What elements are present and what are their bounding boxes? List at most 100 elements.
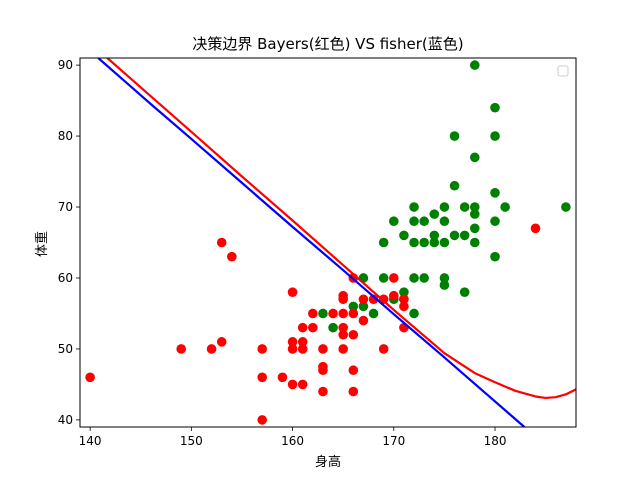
data-point-1-27 <box>338 322 348 333</box>
data-point-1-24 <box>328 308 338 319</box>
data-point-0-21 <box>429 237 440 248</box>
data-point-1-15 <box>297 344 308 354</box>
data-point-1-13 <box>287 287 298 297</box>
data-point-1-25 <box>338 344 348 354</box>
data-point-1-5 <box>227 251 237 262</box>
data-point-1-10 <box>287 379 298 390</box>
data-point-0-20 <box>419 216 429 227</box>
data-point-1-9 <box>277 372 288 383</box>
data-point-1-7 <box>257 372 268 383</box>
data-point-1-3 <box>216 337 227 347</box>
data-point-0-29 <box>449 230 460 241</box>
data-point-0-16 <box>409 216 419 227</box>
data-point-0-34 <box>459 202 470 212</box>
data-point-1-2 <box>206 344 217 354</box>
data-point-1-30 <box>338 290 348 301</box>
boundary-lines <box>97 58 576 427</box>
data-point-0-32 <box>459 287 470 297</box>
data-point-0-31 <box>449 131 460 141</box>
x-tick-label-0: 140 <box>79 434 102 448</box>
data-point-1-20 <box>318 386 328 397</box>
data-point-0-24 <box>439 280 450 290</box>
data-point-0-18 <box>419 273 429 283</box>
data-point-1-45 <box>399 294 409 305</box>
data-point-0-43 <box>490 188 500 198</box>
data-point-1-39 <box>378 344 389 354</box>
data-point-1-8 <box>257 344 268 354</box>
data-point-0-15 <box>409 237 419 248</box>
data-point-0-46 <box>500 202 510 212</box>
data-point-0-33 <box>459 230 470 241</box>
data-point-0-6 <box>378 273 389 283</box>
data-point-1-4 <box>216 237 227 248</box>
data-point-1-18 <box>308 322 318 333</box>
data-point-0-14 <box>409 273 419 283</box>
data-point-0-35 <box>469 237 480 248</box>
data-point-0-37 <box>469 209 480 219</box>
data-point-0-36 <box>469 223 480 234</box>
data-point-0-22 <box>429 230 440 241</box>
y-tick-label-5: 90 <box>58 58 73 72</box>
data-point-0-47 <box>561 202 571 212</box>
data-point-1-33 <box>348 329 359 340</box>
x-axis-label: 身高 <box>315 454 341 470</box>
x-tick-label-3: 170 <box>382 434 405 448</box>
data-point-0-3 <box>358 301 369 312</box>
data-point-0-23 <box>429 209 440 219</box>
data-point-0-19 <box>419 237 429 248</box>
data-point-0-2 <box>348 301 359 312</box>
data-point-1-36 <box>358 315 369 326</box>
chart-title: 决策边界 Bayers(红色) VS fisher(蓝色) <box>192 35 463 53</box>
plot-frame <box>79 57 577 428</box>
data-point-1-11 <box>287 344 298 354</box>
data-point-1-38 <box>368 294 379 305</box>
data-point-1-19 <box>308 308 318 319</box>
y-tick-label-0: 40 <box>58 413 73 427</box>
data-point-1-31 <box>348 386 359 397</box>
data-point-1-16 <box>297 337 308 347</box>
data-point-1-42 <box>389 273 399 283</box>
data-point-1-22 <box>318 361 328 372</box>
data-point-0-40 <box>469 60 480 70</box>
data-point-0-12 <box>399 230 409 241</box>
data-point-0-1 <box>328 322 338 333</box>
data-point-0-30 <box>449 180 460 191</box>
data-point-1-41 <box>389 290 399 301</box>
data-point-0-28 <box>439 202 450 212</box>
data-point-1-37 <box>358 294 369 305</box>
data-point-0-9 <box>389 216 399 227</box>
y-tick-label-4: 80 <box>58 129 73 143</box>
data-point-1-0 <box>85 372 95 383</box>
data-point-0-41 <box>490 251 500 262</box>
data-point-0-27 <box>439 216 450 227</box>
x-tick-label-2: 160 <box>281 434 304 448</box>
data-point-0-45 <box>490 102 500 113</box>
data-point-0-5 <box>368 308 379 319</box>
boundary-line-0 <box>97 58 526 427</box>
x-tick-label-4: 180 <box>484 434 507 448</box>
x-tick-label-1: 150 <box>180 434 203 448</box>
data-point-1-26 <box>338 329 348 340</box>
data-point-1-32 <box>348 365 359 376</box>
data-point-0-38 <box>469 202 480 212</box>
data-point-1-28 <box>338 308 348 319</box>
legend-box <box>557 65 569 77</box>
data-point-1-14 <box>297 379 308 390</box>
data-point-0-13 <box>409 308 419 319</box>
data-point-1-12 <box>287 337 298 347</box>
y-tick-label-3: 70 <box>58 200 73 214</box>
data-point-1-6 <box>257 415 268 425</box>
data-point-1-17 <box>297 322 308 333</box>
y-axis-label: 体重 <box>34 231 50 257</box>
plot-area: 140 150 160 170 180 40 50 60 70 80 90 <box>58 57 577 448</box>
data-point-0-44 <box>490 131 500 141</box>
data-point-1-1 <box>176 344 187 354</box>
data-point-1-44 <box>399 301 409 312</box>
data-point-0-11 <box>399 287 409 297</box>
boundary-line-1 <box>106 58 576 400</box>
data-point-0-0 <box>318 308 328 319</box>
data-point-1-46 <box>530 223 541 234</box>
data-point-1-23 <box>318 344 328 354</box>
data-point-1-34 <box>348 308 359 319</box>
